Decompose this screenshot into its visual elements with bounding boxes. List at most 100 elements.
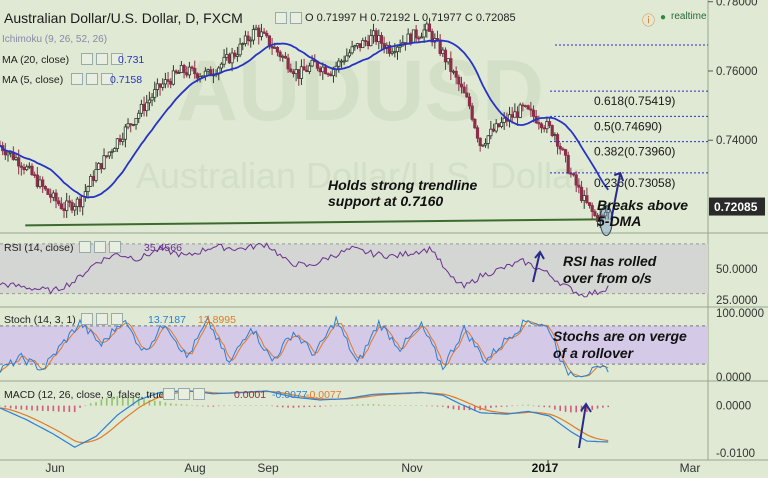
macd-hist-bar — [153, 400, 156, 406]
candle-body — [457, 76, 461, 85]
settings-icon[interactable] — [272, 10, 302, 24]
candle-body — [323, 66, 328, 75]
stoch-tick-100: 100.0000 — [716, 308, 764, 320]
macd-hist-bar — [458, 405, 460, 410]
price-axis-strip — [708, 0, 768, 478]
ma5-controls[interactable] — [68, 71, 113, 85]
macd-hist-bar — [329, 405, 332, 407]
candle-body — [515, 111, 520, 118]
candle-body — [291, 71, 296, 75]
candle-body — [350, 46, 354, 54]
candle-body — [206, 69, 210, 72]
candle-body — [150, 96, 154, 101]
candle-body — [518, 104, 522, 118]
macd-hist-bar — [79, 405, 81, 408]
macd-hist-bar — [265, 405, 268, 406]
macd-hist-bar — [63, 405, 65, 412]
macd-hist-bar — [324, 405, 327, 407]
candle-body — [299, 66, 304, 79]
x-tick-sep: Sep — [257, 461, 279, 475]
macd-hist-bar — [335, 405, 337, 407]
candle-body — [297, 69, 301, 79]
candle-body — [510, 114, 514, 118]
macd-controls[interactable] — [160, 386, 205, 400]
candle-body — [259, 31, 264, 37]
candle-body — [358, 43, 362, 49]
macd-hist-bar — [548, 405, 551, 408]
candle-body — [273, 47, 277, 49]
candle-body — [486, 135, 490, 144]
macd-hist-bar — [586, 405, 588, 413]
rsi-line — [0, 242, 609, 298]
candle-body — [179, 65, 183, 73]
candle-body — [257, 27, 261, 37]
candle-body — [75, 198, 79, 207]
macd-hist-bar — [399, 405, 401, 406]
realtime-dot-icon: ● — [660, 12, 667, 23]
macd-hist-bar — [132, 397, 135, 406]
macd-hist-bar — [313, 405, 316, 407]
candle-body — [337, 60, 341, 67]
candle-body — [579, 186, 584, 201]
stoch-controls[interactable] — [78, 311, 123, 325]
candle-body — [46, 188, 50, 195]
stoch-label: Stoch (14, 3, 1) — [4, 314, 76, 326]
candle-body — [166, 79, 170, 82]
candle-body — [377, 35, 381, 43]
candle-body — [6, 152, 10, 156]
candle-body — [195, 73, 200, 79]
candle-body — [563, 149, 568, 156]
candle-body — [529, 108, 533, 111]
macd-hist-bar — [372, 404, 375, 406]
candle-body — [307, 65, 312, 72]
candle-body — [379, 35, 384, 44]
candle-body — [465, 92, 469, 98]
alert-icon[interactable]: ⓘ — [642, 13, 656, 28]
fib-label-3: 0.236(0.73058) — [594, 176, 675, 190]
macd-hist-bar — [484, 405, 487, 409]
ma20-controls[interactable] — [78, 51, 123, 65]
up-arrow-macd — [578, 402, 592, 449]
candle-body — [467, 96, 472, 107]
candle-body — [363, 40, 368, 42]
candle-body — [294, 69, 298, 75]
macd-hist-bar — [415, 405, 417, 406]
macd-hist-bar — [596, 405, 599, 409]
macd-hist-bar — [404, 405, 407, 406]
stoch-d-value: 13.8995 — [198, 314, 236, 326]
candle-body — [425, 23, 429, 31]
candle-body — [158, 83, 162, 88]
candle-body — [78, 198, 82, 208]
macd-hist-bar — [89, 403, 92, 406]
candle-body — [281, 55, 285, 58]
candle-body — [523, 105, 528, 108]
macd-hist-bar — [495, 405, 497, 408]
macd-hist-bar — [116, 396, 119, 406]
macd-line — [0, 389, 609, 448]
candle-body — [331, 69, 336, 77]
candle-body — [475, 127, 480, 139]
candle-body — [478, 137, 482, 147]
macd-hist-bar — [271, 405, 273, 407]
fib-label-1: 0.5(0.74690) — [594, 119, 662, 133]
realtime-label: realtime — [671, 11, 707, 22]
candle-body — [454, 70, 458, 78]
candle-body — [17, 157, 21, 167]
macd-hist-bar — [228, 405, 231, 406]
macd-hist-bar — [394, 405, 396, 406]
macd-hist-bar — [47, 405, 49, 412]
candle-body — [590, 205, 594, 212]
macd-hist-bar — [602, 405, 604, 408]
candle-body — [539, 123, 544, 129]
macd-hist-bar — [159, 401, 161, 406]
macd-hist-bar — [436, 405, 439, 407]
candle-body — [470, 105, 474, 120]
candle-body — [531, 109, 536, 117]
candle-body — [446, 58, 450, 63]
macd-hist-bar — [500, 405, 503, 407]
rsi-controls[interactable] — [76, 239, 121, 253]
macd-hist-bar — [196, 405, 199, 407]
candle-body — [123, 126, 127, 140]
macd-hist-bar — [378, 404, 380, 406]
